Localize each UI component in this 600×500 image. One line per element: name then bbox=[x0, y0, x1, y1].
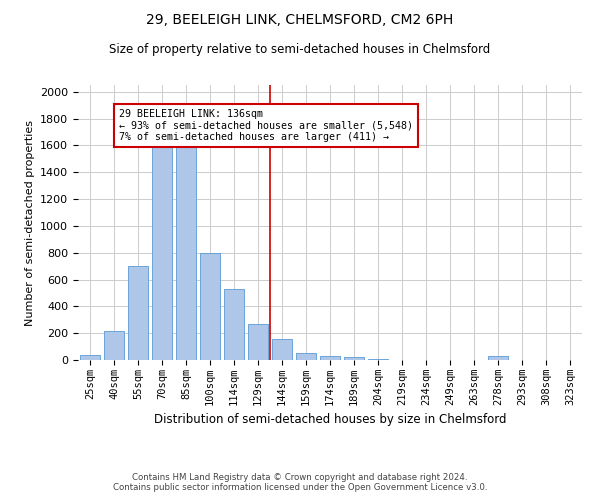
Bar bbox=[272, 338, 292, 360]
Bar bbox=[296, 352, 316, 360]
Text: 29 BEELEIGH LINK: 136sqm
← 93% of semi-detached houses are smaller (5,548)
7% of: 29 BEELEIGH LINK: 136sqm ← 93% of semi-d… bbox=[119, 109, 413, 142]
Bar bbox=[224, 289, 244, 360]
Text: Contains HM Land Registry data © Crown copyright and database right 2024.
Contai: Contains HM Land Registry data © Crown c… bbox=[113, 473, 487, 492]
Bar bbox=[104, 331, 124, 360]
Bar bbox=[80, 356, 100, 360]
Text: 29, BEELEIGH LINK, CHELMSFORD, CM2 6PH: 29, BEELEIGH LINK, CHELMSFORD, CM2 6PH bbox=[146, 12, 454, 26]
Bar bbox=[344, 358, 364, 360]
Bar bbox=[128, 266, 148, 360]
Bar bbox=[200, 252, 220, 360]
Y-axis label: Number of semi-detached properties: Number of semi-detached properties bbox=[25, 120, 35, 326]
Bar bbox=[488, 356, 508, 360]
Bar bbox=[248, 324, 268, 360]
X-axis label: Distribution of semi-detached houses by size in Chelmsford: Distribution of semi-detached houses by … bbox=[154, 414, 506, 426]
Bar bbox=[176, 146, 196, 360]
Bar bbox=[320, 356, 340, 360]
Text: Size of property relative to semi-detached houses in Chelmsford: Size of property relative to semi-detach… bbox=[109, 42, 491, 56]
Bar bbox=[152, 146, 172, 360]
